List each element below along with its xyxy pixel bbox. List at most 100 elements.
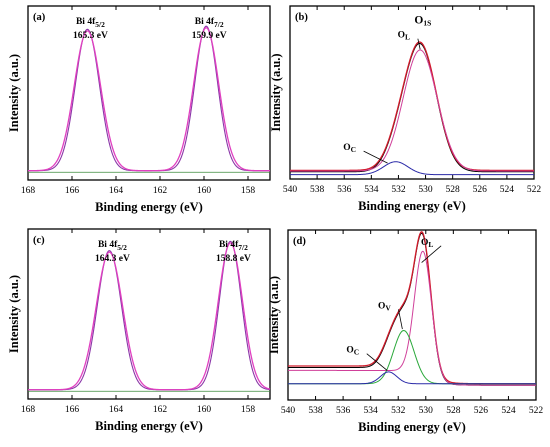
series-line-1 bbox=[28, 242, 271, 391]
x-axis-title: Binding energy (eV) bbox=[358, 420, 466, 434]
x-tick-label: 532 bbox=[391, 406, 406, 416]
x-tick-label: 534 bbox=[364, 185, 379, 195]
series-line-1 bbox=[288, 231, 536, 385]
component-label-sub: C bbox=[354, 348, 359, 357]
series-line-3 bbox=[288, 330, 536, 385]
component-label: OC bbox=[346, 346, 359, 357]
peak-label: Bi 4f7/2 bbox=[195, 17, 224, 29]
component-label-main: O bbox=[421, 238, 428, 248]
series-line-1 bbox=[290, 41, 534, 172]
peak-label-main: Bi 4f bbox=[76, 17, 96, 27]
panel-c: 168 166 164 162 160 158 Binding energy (eV) Int… bbox=[7, 228, 271, 433]
x-tick-label: 168 bbox=[21, 186, 36, 196]
series-line-0 bbox=[28, 25, 270, 172]
component-label-main: O bbox=[343, 143, 350, 153]
plot-frame bbox=[289, 5, 535, 180]
x-tick-label: 526 bbox=[473, 185, 488, 195]
peak-label-sub: 7/2 bbox=[238, 243, 248, 252]
peak-value: 165.3 eV bbox=[73, 31, 108, 41]
y-axis-title: Intensity (a.u.) bbox=[7, 54, 21, 132]
series-line-1 bbox=[28, 27, 270, 172]
series-line-3 bbox=[290, 161, 534, 176]
component-label-sub: L bbox=[428, 240, 433, 249]
panel-label: (c) bbox=[33, 235, 45, 246]
x-tick-label: 536 bbox=[337, 185, 352, 195]
x-tick-label: 164 bbox=[109, 405, 124, 415]
panel-d: 540 538 536 534 532 530 528 526 524 522 Binding en… bbox=[267, 229, 544, 434]
component-label: OV bbox=[378, 301, 391, 312]
panel-label: (b) bbox=[295, 12, 308, 23]
y-axis-title: Intensity (a.u.) bbox=[7, 275, 21, 353]
series-line-2 bbox=[290, 49, 534, 172]
x-tick-label: 168 bbox=[21, 405, 36, 415]
x-tick-label: 522 bbox=[527, 185, 542, 195]
x-tick-label: 158 bbox=[241, 186, 256, 196]
x-tick-label: 532 bbox=[391, 185, 406, 195]
x-axis-title: Binding energy (eV) bbox=[95, 200, 203, 214]
x-tick-label: 164 bbox=[109, 186, 124, 196]
panel-label: (a) bbox=[33, 12, 46, 23]
x-tick-label: 162 bbox=[153, 405, 168, 415]
component-label: O1S bbox=[414, 14, 431, 27]
component-label-sub: 1S bbox=[423, 18, 431, 27]
panel-a: 168 166 164 162 160 158 Binding energy (eV) Int… bbox=[7, 5, 271, 214]
component-label-main: O bbox=[378, 301, 385, 311]
panel-b: 540 538 536 534 532 530 528 526 524 522 Binding en… bbox=[269, 5, 542, 213]
peak-value: 158.8 eV bbox=[216, 254, 251, 264]
x-tick-label: 540 bbox=[283, 185, 298, 195]
plot-frame bbox=[287, 229, 537, 401]
x-tick-label: 160 bbox=[197, 186, 212, 196]
y-axis-title: Intensity (a.u.) bbox=[269, 53, 283, 131]
leader-line bbox=[366, 353, 388, 371]
component-label: OC bbox=[343, 143, 356, 154]
peak-label: Bi 4f5/2 bbox=[76, 17, 105, 29]
x-tick-label: 162 bbox=[153, 186, 168, 196]
peak-label-sub: 7/2 bbox=[214, 20, 224, 29]
component-label-sub: C bbox=[351, 145, 356, 154]
x-tick-label: 160 bbox=[197, 405, 212, 415]
peak-label: Bi 4f7/2 bbox=[219, 240, 248, 252]
series-line-4 bbox=[288, 371, 536, 385]
panel-label: (d) bbox=[293, 236, 306, 247]
component-label: OL bbox=[421, 238, 433, 249]
x-tick-label: 166 bbox=[65, 186, 80, 196]
series-line-0 bbox=[288, 232, 536, 386]
leader-line bbox=[421, 245, 442, 263]
x-tick-label: 540 bbox=[281, 406, 296, 416]
x-tick-label: 526 bbox=[474, 406, 489, 416]
x-axis-title: Binding energy (eV) bbox=[95, 419, 203, 433]
leader-line bbox=[363, 150, 388, 164]
peak-label-main: Bi 4f bbox=[98, 240, 118, 250]
series-line-2 bbox=[288, 250, 536, 386]
component-label-sub: V bbox=[385, 303, 391, 312]
plot-frame bbox=[27, 5, 271, 181]
x-tick-label: 530 bbox=[418, 185, 433, 195]
x-tick-label: 534 bbox=[364, 406, 379, 416]
x-tick-label: 524 bbox=[501, 406, 516, 416]
x-tick-label: 528 bbox=[446, 406, 461, 416]
x-tick-label: 524 bbox=[500, 185, 515, 195]
leader-line bbox=[398, 309, 403, 330]
x-tick-label: 538 bbox=[310, 185, 325, 195]
peak-label-main: Bi 4f bbox=[195, 17, 215, 27]
plot-frame bbox=[27, 228, 271, 400]
peak-value: 159.9 eV bbox=[192, 31, 227, 41]
peak-label-sub: 5/2 bbox=[117, 243, 127, 252]
component-label: OL bbox=[398, 31, 410, 42]
peak-value: 164.3 eV bbox=[95, 254, 130, 264]
component-label-main: O bbox=[398, 31, 405, 41]
component-label-sub: L bbox=[405, 33, 410, 42]
peak-label-main: Bi 4f bbox=[219, 240, 239, 250]
x-tick-label: 536 bbox=[336, 406, 351, 416]
component-label-main: O bbox=[346, 346, 353, 356]
leader-line bbox=[417, 38, 421, 50]
x-tick-label: 538 bbox=[308, 406, 323, 416]
component-label-main: O bbox=[414, 14, 423, 26]
x-tick-label: 166 bbox=[65, 405, 80, 415]
x-tick-label: 522 bbox=[529, 406, 544, 416]
y-axis-title: Intensity (a.u.) bbox=[267, 276, 281, 354]
peak-label-sub: 5/2 bbox=[95, 20, 105, 29]
x-axis-title: Binding energy (eV) bbox=[358, 199, 466, 213]
peak-label: Bi 4f5/2 bbox=[98, 240, 127, 252]
